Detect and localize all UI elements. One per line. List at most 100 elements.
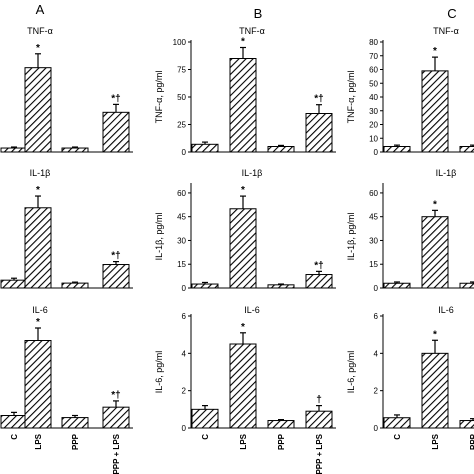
bar-c (0, 147, 28, 153)
significance-marker: † (316, 395, 322, 406)
bar-c (383, 146, 411, 153)
category-label-c: C (10, 434, 19, 440)
bar-ppp (267, 420, 295, 429)
chart-title: TNF-α (27, 26, 53, 36)
significance-marker: * (36, 43, 40, 54)
panel-b-tnf: 0 25 50 75 100 TNF-α, pg/ml TNF-α* *† (154, 26, 336, 157)
chart-title: IL-6 (32, 305, 48, 315)
significance-marker: *† (111, 93, 120, 104)
y-tick-label: 0 (374, 148, 379, 157)
panel-c-il-1: 0 15 30 45 60 IL-1β, pg/ml IL-1β * (346, 168, 474, 293)
bar-c (0, 279, 28, 289)
category-label-lps: LPS (34, 433, 43, 449)
y-tick-label: 15 (369, 260, 378, 269)
significance-marker: * (433, 199, 437, 210)
chart-title: TNF-α (239, 26, 265, 36)
y-tick-label: 60 (177, 189, 186, 198)
y-tick-label: 4 (182, 349, 187, 358)
bar-lps (421, 352, 449, 429)
y-tick-label: 45 (369, 213, 378, 222)
bar-ppp (459, 282, 474, 289)
chart-title: IL-1β (30, 168, 51, 178)
y-axis-label: IL-6, pg/ml (346, 351, 356, 394)
bar-lps (229, 343, 257, 429)
y-tick-label: 45 (177, 213, 186, 222)
bar-c (0, 415, 28, 429)
category-label-lps: LPS (239, 433, 248, 449)
bar-ppp-lps (102, 111, 130, 153)
y-tick-label: 40 (369, 93, 378, 102)
bar-lps (24, 67, 52, 153)
category-label-ppp-lps: PPP + LPS (112, 433, 121, 474)
bar-ppp-lps (102, 406, 130, 429)
bar-lps (24, 207, 52, 289)
significance-marker: * (36, 317, 40, 328)
y-tick-label: 6 (374, 312, 379, 321)
significance-marker: * (241, 322, 245, 333)
bar-lps (421, 216, 449, 289)
y-tick-label: 50 (177, 93, 186, 102)
y-axis-label: IL-1β, pg/ml (346, 213, 356, 261)
bar-c (383, 282, 411, 289)
y-tick-label: 60 (369, 66, 378, 75)
bar-ppp (459, 146, 474, 153)
y-tick-label: 0 (182, 424, 187, 433)
y-tick-label: 70 (369, 52, 378, 61)
bar-lps (229, 208, 257, 289)
y-tick-label: 30 (369, 236, 378, 245)
panel-b-il-1: 0 15 30 45 60 IL-1β, pg/ml IL-1β * *† (154, 168, 336, 293)
significance-marker: *† (111, 390, 120, 401)
significance-marker: * (241, 185, 245, 196)
y-tick-label: 30 (177, 236, 186, 245)
y-tick-label: 15 (177, 260, 186, 269)
y-tick-label: 100 (173, 38, 187, 47)
bar-ppp (267, 284, 295, 289)
bar-lps (229, 58, 257, 153)
y-axis-label: TNF-α, pg/ml (154, 71, 164, 124)
bar-ppp (61, 147, 89, 153)
category-label-ppp: PPP (469, 433, 474, 450)
significance-marker: * (433, 46, 437, 57)
y-tick-label: 10 (369, 134, 378, 143)
bar-ppp (267, 146, 295, 153)
category-label-c: C (201, 434, 210, 440)
category-label-c: C (393, 434, 402, 440)
y-tick-label: 2 (374, 387, 379, 396)
bar-lps (421, 70, 449, 153)
panel-a-il-1: IL-1β * *† (0, 168, 133, 289)
y-tick-label: 75 (177, 66, 186, 75)
bar-ppp (61, 282, 89, 289)
bar-c (383, 417, 411, 429)
panel-c-tnf: 0 10 20 30 40 50 60 70 80 TNF-α, pg/ml TNF-α * (346, 26, 474, 157)
y-tick-label: 2 (182, 387, 187, 396)
bar-ppp (459, 420, 474, 429)
y-tick-label: 0 (374, 424, 379, 433)
y-tick-label: 60 (369, 189, 378, 198)
y-tick-label: 4 (374, 349, 379, 358)
y-tick-label: 6 (182, 312, 187, 321)
chart-title: IL-6 (244, 305, 260, 315)
bar-ppp-lps (102, 264, 130, 289)
y-tick-label: 0 (182, 148, 187, 157)
y-tick-label: 25 (177, 121, 186, 130)
y-tick-label: 50 (369, 79, 378, 88)
category-label-ppp: PPP (277, 433, 286, 450)
bar-c (191, 283, 219, 289)
bar-ppp (61, 417, 89, 429)
category-label-lps: LPS (431, 433, 440, 449)
significance-marker: * (433, 329, 437, 340)
y-axis-label: IL-1β, pg/ml (154, 213, 164, 261)
panel-a-il-6: IL-6 * *† C LPS PPP PPP + LPS (0, 305, 133, 474)
significance-marker: *† (111, 251, 120, 262)
bar-c (191, 408, 219, 429)
bar-ppp-lps (305, 410, 333, 429)
panel-b-il-6: 0 2 4 6 IL-6, pg/ml IL-6 * † C LPS PPP PPP + LPS (154, 305, 336, 474)
chart-title: TNF-α (433, 26, 459, 36)
chart-title: IL-6 (438, 305, 454, 315)
panel-letter-c: C (447, 6, 456, 21)
y-tick-label: 20 (369, 121, 378, 130)
chart-title: IL-1β (242, 168, 263, 178)
category-label-ppp-lps: PPP + LPS (315, 433, 324, 474)
significance-marker: *† (314, 260, 323, 271)
